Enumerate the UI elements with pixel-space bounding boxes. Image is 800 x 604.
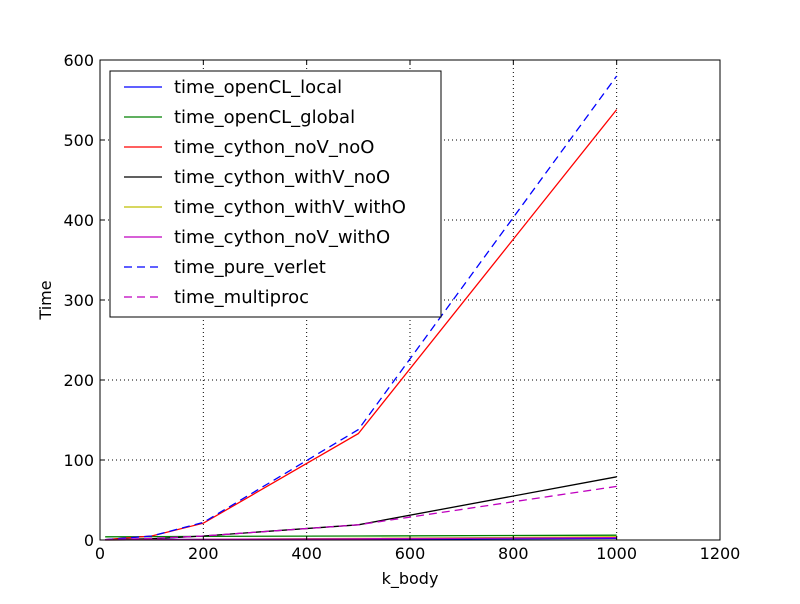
- legend-entry-label: time_cython_withV_noO: [174, 167, 390, 188]
- legend-entry-label: time_pure_verlet: [174, 257, 326, 278]
- x-tick-label: 0: [95, 544, 105, 563]
- legend-entry-label: time_cython_noV_withO: [174, 227, 390, 248]
- series-line-time-pure-verlet: [105, 75, 618, 541]
- y-tick-label: 500: [63, 131, 94, 150]
- legend-entry-label: time_openCL_local: [174, 77, 342, 98]
- legend-entry-label: time_cython_noV_noO: [174, 137, 374, 158]
- x-tick-label: 600: [395, 544, 426, 563]
- y-tick-label: 600: [63, 51, 94, 70]
- y-tick-label: 100: [63, 451, 94, 470]
- x-tick-label: 800: [498, 544, 529, 563]
- x-tick-label: 200: [188, 544, 219, 563]
- y-tick-label: 200: [63, 371, 94, 390]
- legend-box: [109, 70, 442, 318]
- legend: time_openCL_local time_openCL_global time_…: [109, 70, 442, 318]
- y-tick-label: 0: [84, 531, 94, 550]
- axis-ticks: 0 200 400 600 800 1000 1200 0 100 200 300 400 500 600: [63, 51, 740, 563]
- x-tick-label: 1200: [700, 544, 741, 563]
- x-axis-label: k_body: [382, 569, 439, 589]
- y-tick-label: 300: [63, 291, 94, 310]
- legend-entry-label: time_openCL_global: [174, 107, 355, 128]
- legend-entry-label: time_cython_withV_withO: [174, 197, 406, 218]
- x-tick-label: 1000: [596, 544, 637, 563]
- y-axis-label: Time: [36, 280, 55, 320]
- x-tick-label: 400: [291, 544, 322, 563]
- y-tick-label: 400: [63, 211, 94, 230]
- legend-entry-label: time_multiproc: [174, 287, 309, 308]
